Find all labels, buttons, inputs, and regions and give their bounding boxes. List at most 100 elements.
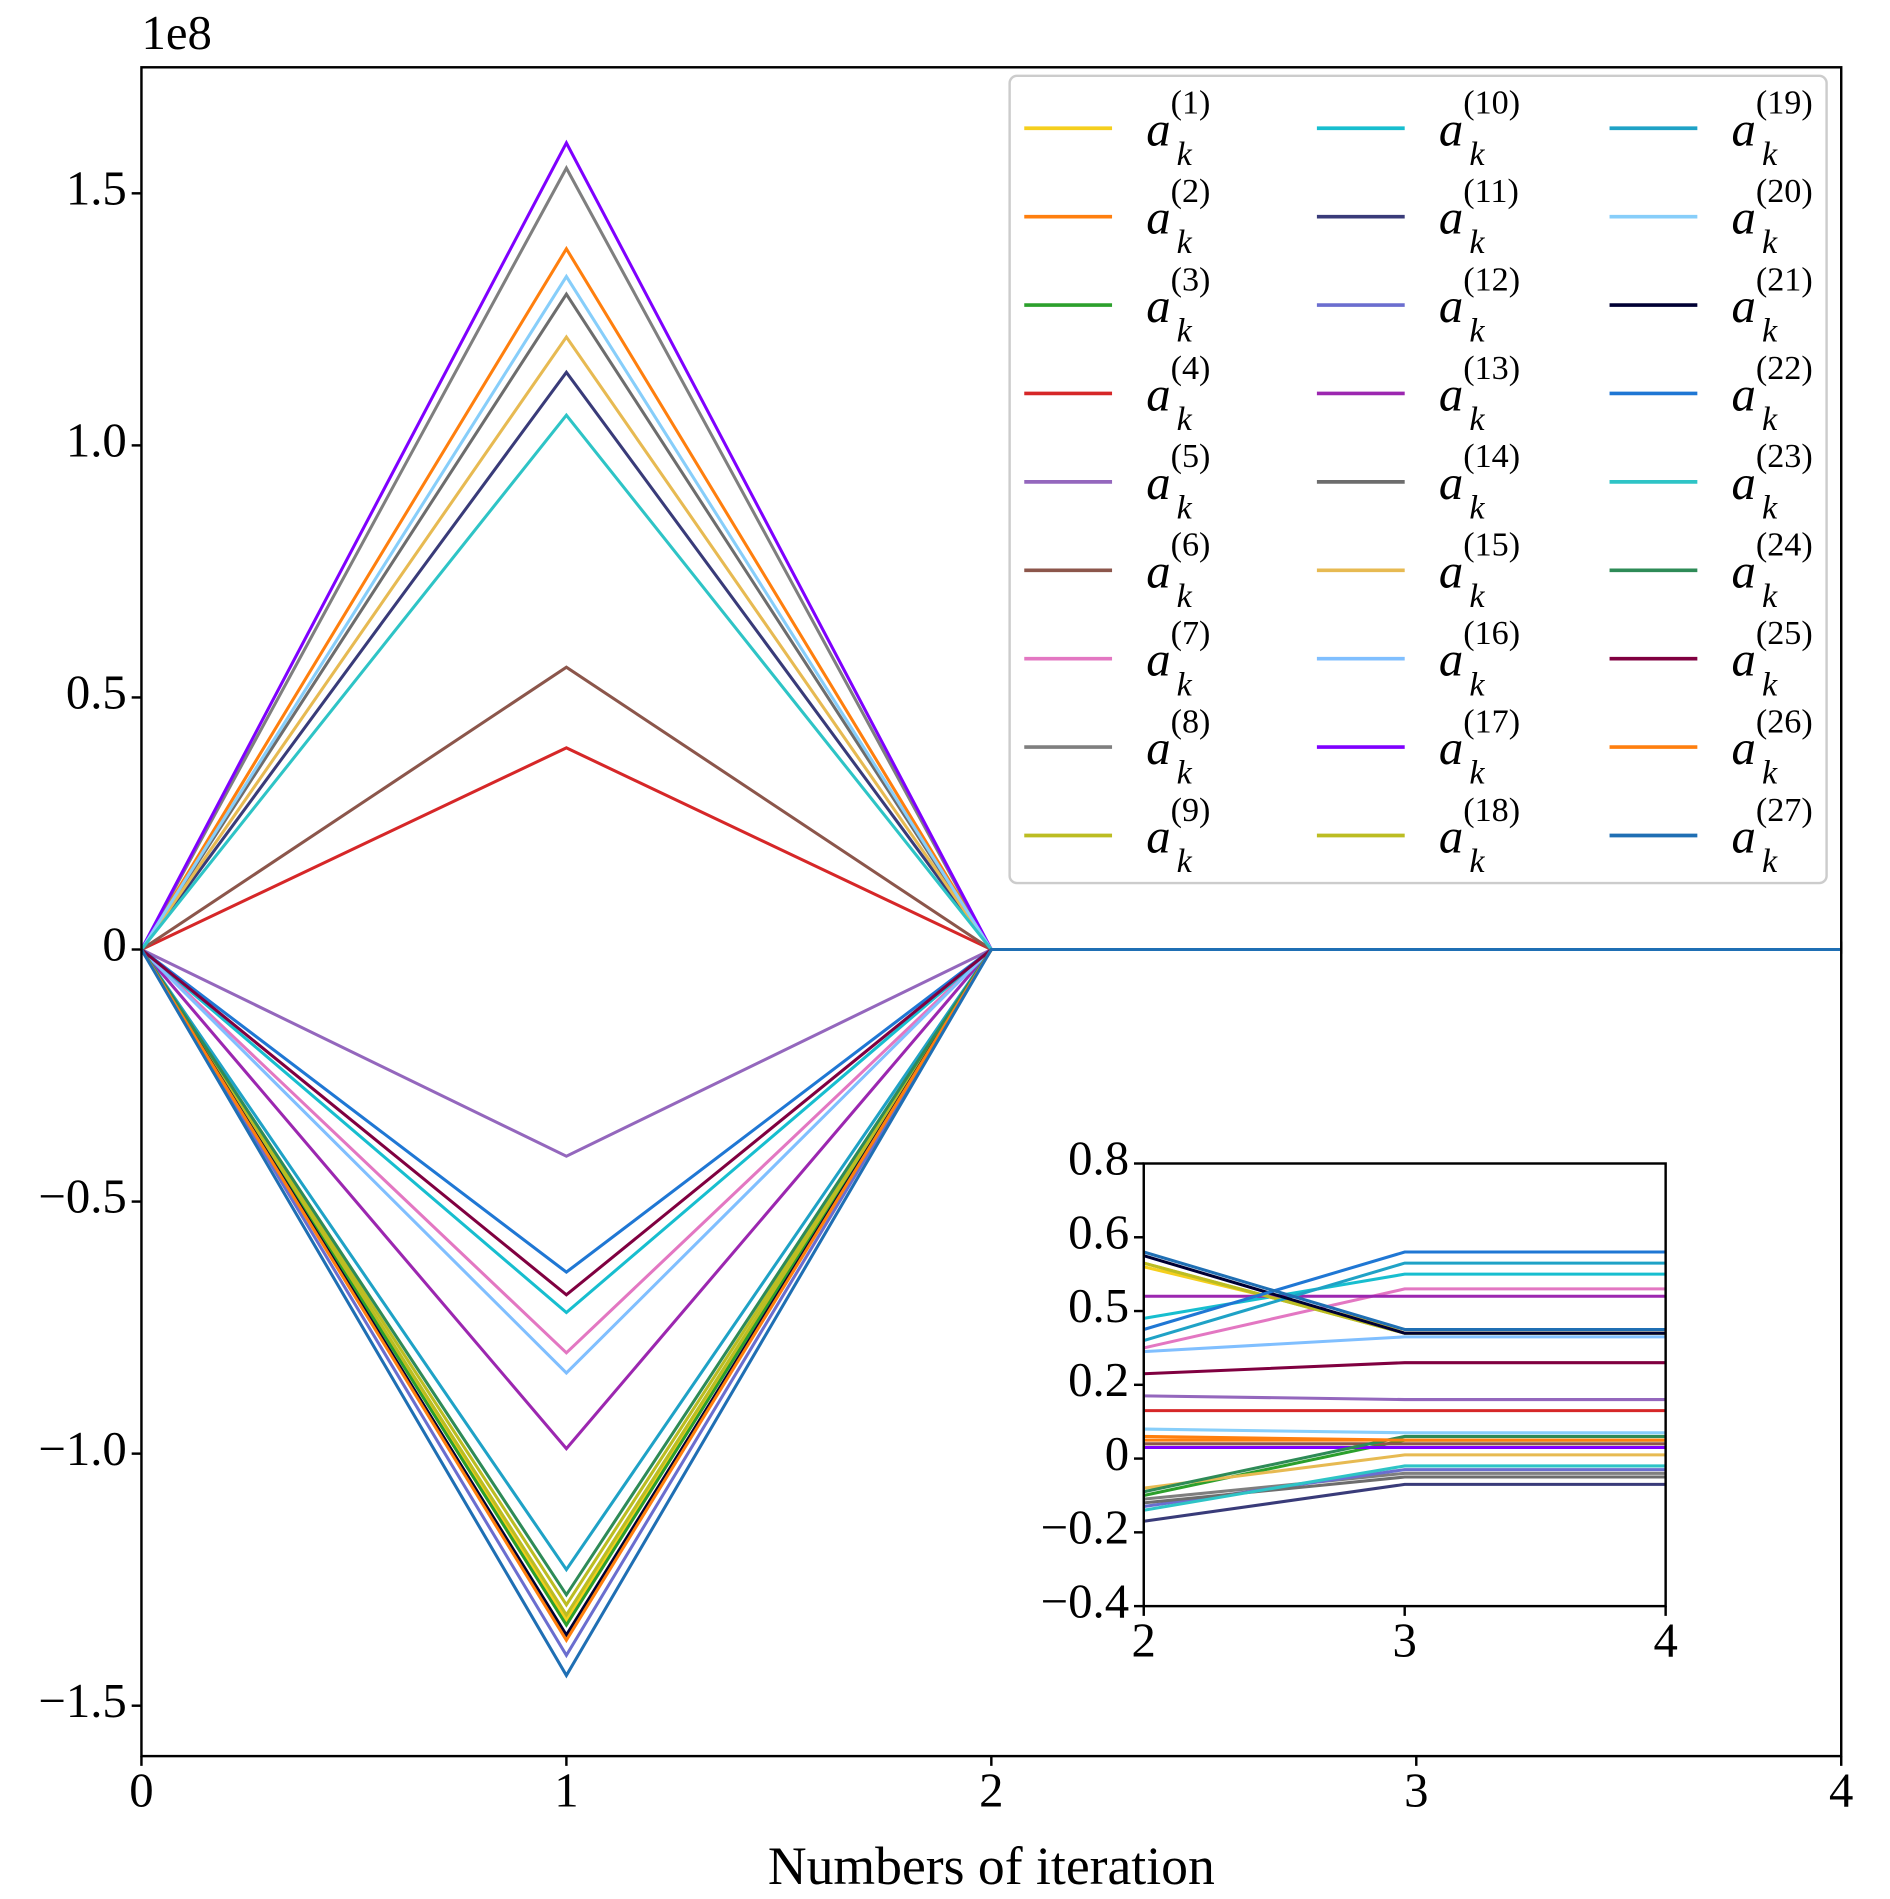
y-tick-label: −1.0 bbox=[38, 1422, 126, 1476]
legend-label: a(11) k bbox=[1439, 173, 1519, 261]
legend-sub: k bbox=[1177, 136, 1193, 173]
legend-base: a bbox=[1439, 456, 1463, 510]
legend-label: a(8) k bbox=[1146, 703, 1210, 791]
legend-label: a(24) k bbox=[1731, 527, 1812, 615]
legend-sub: k bbox=[1762, 224, 1778, 261]
legend-base: a bbox=[1439, 368, 1463, 422]
legend-base: a bbox=[1146, 721, 1170, 775]
legend-label: a(10) k bbox=[1439, 85, 1520, 173]
legend-sub: k bbox=[1762, 136, 1778, 173]
legend-base: a bbox=[1439, 279, 1463, 333]
legend-sub: k bbox=[1762, 401, 1778, 438]
legend-sub: k bbox=[1762, 313, 1778, 350]
plot-frame bbox=[1142, 1162, 1667, 1608]
legend-sup: (9) bbox=[1171, 792, 1211, 829]
legend-sub: k bbox=[1469, 578, 1485, 615]
legend-sup: (12) bbox=[1463, 261, 1520, 298]
y-tick-label: −0.2 bbox=[1041, 1501, 1129, 1555]
legend-sup: (20) bbox=[1756, 173, 1813, 210]
series-line bbox=[1143, 1250, 1666, 1332]
legend-sup: (4) bbox=[1171, 350, 1211, 387]
legend-label: a(23) k bbox=[1731, 438, 1812, 526]
legend-sub: k bbox=[1177, 401, 1193, 438]
legend-base: a bbox=[1146, 368, 1170, 422]
legend-sub: k bbox=[1177, 666, 1193, 703]
y-tick-label: −0.5 bbox=[38, 1170, 126, 1224]
legend-sup: (22) bbox=[1756, 350, 1813, 387]
legend-base: a bbox=[1439, 721, 1463, 775]
series-line bbox=[1143, 1261, 1666, 1343]
legend-label: a(14) k bbox=[1439, 438, 1520, 526]
y-offset-label: 1e8 bbox=[141, 6, 211, 60]
legend-base: a bbox=[1146, 810, 1170, 864]
legend-sup: (19) bbox=[1756, 85, 1813, 122]
series-line bbox=[1143, 1254, 1666, 1335]
series-line bbox=[1143, 1361, 1666, 1376]
legend-sub: k bbox=[1177, 843, 1193, 880]
legend-label: a(20) k bbox=[1731, 173, 1812, 261]
legend-sup: (18) bbox=[1463, 792, 1520, 829]
y-tick-label: 0.8 bbox=[1068, 1132, 1129, 1186]
legend-sub: k bbox=[1762, 843, 1778, 880]
legend-sup: (10) bbox=[1463, 85, 1520, 122]
legend-sup: (3) bbox=[1171, 261, 1211, 298]
y-tick-label: 0 bbox=[1105, 1427, 1129, 1481]
legend-base: a bbox=[1439, 810, 1463, 864]
legend-sup: (7) bbox=[1171, 615, 1211, 652]
legend-sub: k bbox=[1469, 666, 1485, 703]
legend-base: a bbox=[1731, 191, 1755, 245]
legend-label: a(9) k bbox=[1146, 792, 1210, 880]
legend-box bbox=[1008, 74, 1828, 885]
x-tick-label: 2 bbox=[1132, 1613, 1156, 1667]
plot-area bbox=[1143, 1163, 1666, 1607]
legend-base: a bbox=[1439, 102, 1463, 156]
legend-base: a bbox=[1731, 456, 1755, 510]
legend-label: a(15) k bbox=[1439, 527, 1520, 615]
legend-sup: (23) bbox=[1756, 438, 1813, 475]
legend-base: a bbox=[1146, 191, 1170, 245]
series-line bbox=[1143, 1471, 1666, 1501]
legend-sub: k bbox=[1469, 755, 1485, 792]
legend-label: a(13) k bbox=[1439, 350, 1520, 438]
legend-base: a bbox=[1439, 633, 1463, 687]
legend-label: a(26) k bbox=[1731, 703, 1812, 791]
legend-sub: k bbox=[1469, 136, 1485, 173]
legend-base: a bbox=[1146, 544, 1170, 598]
legend-sub: k bbox=[1177, 224, 1193, 261]
legend-sup: (5) bbox=[1171, 438, 1211, 475]
legend-sub: k bbox=[1469, 401, 1485, 438]
legend-base: a bbox=[1439, 544, 1463, 598]
series-line bbox=[1143, 1394, 1666, 1402]
legend-sup: (17) bbox=[1463, 703, 1520, 740]
legend-sup: (16) bbox=[1463, 615, 1520, 652]
y-tick-label: 1.5 bbox=[66, 162, 127, 216]
legend-sub: k bbox=[1177, 578, 1193, 615]
legend-sub: k bbox=[1762, 755, 1778, 792]
y-tick-label: 0.6 bbox=[1068, 1205, 1129, 1259]
series-line bbox=[1143, 1482, 1666, 1523]
y-tick-label: 0 bbox=[102, 918, 126, 972]
y-tick-label: 0.2 bbox=[1068, 1353, 1129, 1407]
plot-frame bbox=[140, 66, 1843, 1758]
x-tick-label: 4 bbox=[1653, 1613, 1677, 1667]
legend-sup: (27) bbox=[1756, 792, 1813, 829]
series-line bbox=[1143, 1434, 1666, 1494]
legend-label: a(25) k bbox=[1731, 615, 1812, 703]
series-line bbox=[1143, 1453, 1666, 1490]
x-tick-label: 3 bbox=[1393, 1613, 1417, 1667]
legend-sup: (26) bbox=[1756, 703, 1813, 740]
x-tick-label: 1 bbox=[554, 1763, 578, 1817]
legend-label: a(18) k bbox=[1439, 792, 1520, 880]
y-tick-label: 0.5 bbox=[1068, 1279, 1129, 1333]
series-line bbox=[1143, 1427, 1666, 1435]
legend-label: a(16) k bbox=[1439, 615, 1520, 703]
legend-sup: (8) bbox=[1171, 703, 1211, 740]
legend-label: a(6) k bbox=[1146, 527, 1210, 615]
legend-base: a bbox=[1439, 191, 1463, 245]
legend-base: a bbox=[1731, 102, 1755, 156]
legend-sup: (6) bbox=[1171, 527, 1211, 564]
series-line bbox=[140, 947, 1842, 1679]
series-line bbox=[1143, 1287, 1666, 1350]
